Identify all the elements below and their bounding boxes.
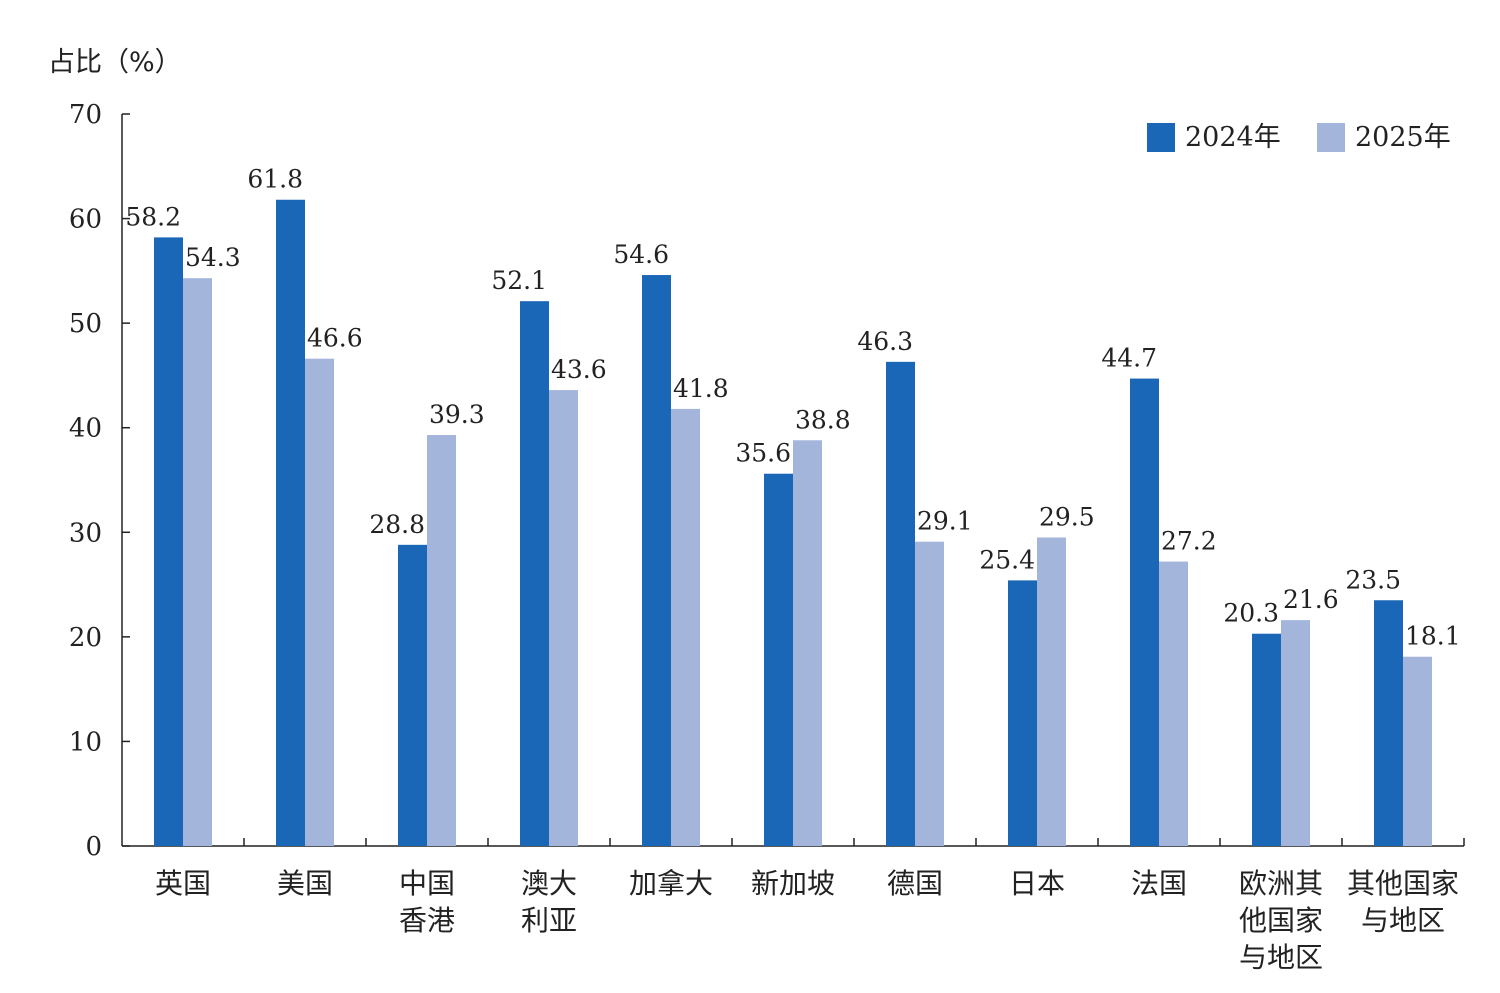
bar xyxy=(793,440,822,846)
category-label: 日本 xyxy=(1009,867,1065,900)
bar xyxy=(183,278,212,847)
value-label: 52.1 xyxy=(491,266,547,295)
bar xyxy=(1281,620,1310,846)
value-label: 18.1 xyxy=(1405,622,1461,651)
value-label: 54.6 xyxy=(613,240,669,269)
legend-swatch xyxy=(1317,123,1345,152)
y-tick-label: 30 xyxy=(69,518,102,548)
category-label: 香港 xyxy=(399,904,455,937)
category-label: 其他国家 xyxy=(1347,867,1459,900)
bar xyxy=(1130,378,1159,846)
value-label: 27.2 xyxy=(1161,527,1217,556)
category-label: 澳大 xyxy=(521,867,577,900)
bar xyxy=(915,541,944,846)
bars xyxy=(154,199,1432,847)
bar xyxy=(427,435,456,846)
value-label: 38.8 xyxy=(795,405,851,434)
value-label: 20.3 xyxy=(1223,599,1279,628)
bar xyxy=(764,473,793,846)
value-label: 39.3 xyxy=(429,400,485,429)
category-label: 中国 xyxy=(399,867,455,900)
bar xyxy=(1008,580,1037,846)
value-label: 46.3 xyxy=(857,327,913,356)
value-label: 23.5 xyxy=(1345,565,1401,594)
category-label: 欧洲其 xyxy=(1239,867,1323,900)
value-label: 25.4 xyxy=(979,545,1035,574)
y-axis-title: 占比（%） xyxy=(48,47,182,78)
value-label: 28.8 xyxy=(369,510,425,539)
bar xyxy=(671,408,700,846)
category-label: 德国 xyxy=(887,867,943,900)
category-label: 与地区 xyxy=(1361,904,1445,937)
bar xyxy=(398,544,427,846)
value-label: 61.8 xyxy=(247,165,303,194)
category-label: 他国家 xyxy=(1239,904,1323,937)
value-label: 58.2 xyxy=(125,202,181,231)
value-label: 46.6 xyxy=(307,324,363,353)
value-label: 29.5 xyxy=(1039,503,1095,532)
category-label: 法国 xyxy=(1131,867,1187,900)
y-tick-label: 40 xyxy=(69,414,102,444)
bar xyxy=(1403,656,1432,846)
value-label: 29.1 xyxy=(917,507,973,536)
axes: 0 10 20 30 40 50 60 70 xyxy=(69,100,1465,862)
y-tick-label: 50 xyxy=(69,309,102,339)
bar xyxy=(886,361,915,846)
value-label: 43.6 xyxy=(551,355,607,384)
value-label: 54.3 xyxy=(185,243,241,272)
value-labels: 58.2 61.8 28.8 52.1 54.6 35.6 46.3 25.4 44.7 20.3… xyxy=(125,165,1460,651)
category-label: 与地区 xyxy=(1239,941,1323,974)
value-label: 21.6 xyxy=(1283,585,1339,614)
y-tick-label: 60 xyxy=(69,205,102,235)
bar xyxy=(549,390,578,846)
y-tick-label: 20 xyxy=(69,623,102,653)
y-tick-label: 70 xyxy=(69,100,102,130)
bar xyxy=(1252,633,1281,846)
bar xyxy=(276,199,305,847)
bar xyxy=(1037,537,1066,846)
value-label: 44.7 xyxy=(1101,344,1157,373)
y-tick-label: 0 xyxy=(85,832,102,862)
category-label: 加拿大 xyxy=(629,867,713,900)
legend: 2024年 2025年 xyxy=(1147,122,1451,153)
legend-label: 2025年 xyxy=(1355,122,1451,153)
bar xyxy=(1374,600,1403,846)
category-label: 英国 xyxy=(155,867,211,900)
value-label: 41.8 xyxy=(673,374,729,403)
bar xyxy=(642,275,671,846)
category-label: 美国 xyxy=(277,867,333,900)
legend-label: 2024年 xyxy=(1185,122,1281,153)
category-label: 新加坡 xyxy=(751,867,835,900)
y-tick-label: 10 xyxy=(69,727,102,757)
bar xyxy=(154,237,183,846)
bar xyxy=(305,358,334,846)
value-label: 35.6 xyxy=(735,439,791,468)
bar xyxy=(1159,561,1188,846)
legend-swatch xyxy=(1147,123,1175,152)
category-label: 利亚 xyxy=(521,904,577,937)
bar xyxy=(520,301,549,846)
